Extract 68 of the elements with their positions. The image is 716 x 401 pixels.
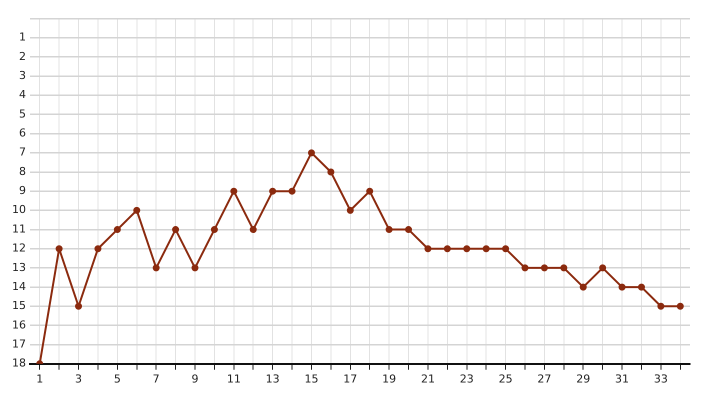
point xyxy=(172,226,180,234)
point xyxy=(463,245,470,252)
x-tick-label: 33 xyxy=(654,372,668,386)
x-tick-label: 21 xyxy=(420,372,435,386)
point xyxy=(482,245,490,252)
x-tick-label: 31 xyxy=(615,372,630,386)
point xyxy=(192,264,198,272)
y-tick-label: 8 xyxy=(18,164,26,178)
point xyxy=(152,264,160,272)
point xyxy=(346,206,354,214)
x-tick-label: 11 xyxy=(226,372,241,386)
point xyxy=(638,284,645,291)
point xyxy=(269,188,276,195)
y-tick-label: 16 xyxy=(12,318,26,332)
x-tick-label: 3 xyxy=(75,372,82,386)
point xyxy=(540,264,548,272)
y-tick-label: 13 xyxy=(12,260,26,274)
point xyxy=(424,245,432,252)
x-tick-label: 29 xyxy=(576,372,590,386)
y-tick-label: 7 xyxy=(18,146,26,159)
x-tick-label: 5 xyxy=(114,372,121,386)
point xyxy=(308,149,315,156)
point xyxy=(230,188,238,195)
point xyxy=(560,264,568,272)
y-tick-label: 18 xyxy=(12,356,26,370)
point xyxy=(94,245,102,252)
y-tick-label: 15 xyxy=(12,299,26,312)
point xyxy=(522,264,528,272)
y-tick-label: 12 xyxy=(12,242,26,255)
y-tick-label: 11 xyxy=(12,222,26,236)
point xyxy=(250,226,257,234)
y-tick-label: 3 xyxy=(18,68,26,82)
x-tick-label: 15 xyxy=(304,372,318,386)
point xyxy=(386,226,393,234)
y-tick-label: 10 xyxy=(12,203,26,216)
x-tick-label: 25 xyxy=(498,372,513,386)
point xyxy=(288,188,296,195)
x-tick-label: 13 xyxy=(266,372,280,386)
point xyxy=(366,188,374,195)
point xyxy=(657,302,664,310)
y-tick-label: 2 xyxy=(18,50,26,63)
point xyxy=(676,302,684,310)
x-tick-label: 17 xyxy=(343,372,358,386)
y-tick-label: 6 xyxy=(18,126,26,140)
point xyxy=(580,284,587,291)
x-tick-label: 27 xyxy=(537,372,552,386)
point xyxy=(502,245,510,252)
x-tick-label: 9 xyxy=(192,372,198,386)
point xyxy=(327,168,334,176)
x-tick-label: 1 xyxy=(36,372,44,386)
point xyxy=(618,284,626,291)
x-tick-label: 23 xyxy=(460,372,474,386)
y-tick-label: 14 xyxy=(12,280,26,293)
point xyxy=(599,264,606,272)
point xyxy=(405,226,412,234)
point xyxy=(75,302,82,310)
x-tick-label: 7 xyxy=(152,372,160,386)
y-tick-label: 9 xyxy=(18,184,26,198)
y-tick-label: 1 xyxy=(18,30,26,44)
y-tick-label: 17 xyxy=(12,337,26,350)
point xyxy=(210,226,218,234)
x-tick-label: 19 xyxy=(382,372,396,386)
y-tick-label: 4 xyxy=(18,88,26,102)
point xyxy=(114,226,121,234)
point xyxy=(133,206,140,214)
y-tick-label: 5 xyxy=(18,107,26,120)
point xyxy=(444,245,451,252)
point xyxy=(56,245,63,252)
